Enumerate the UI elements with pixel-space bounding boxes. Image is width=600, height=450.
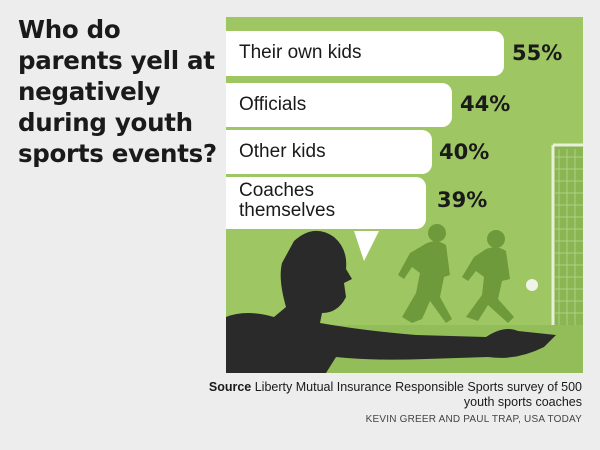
credit-line: KEVIN GREER AND PAUL TRAP, USA TODAY xyxy=(365,414,582,425)
yelling-man-silhouette-icon xyxy=(226,230,556,373)
category-label: Officials xyxy=(239,94,307,115)
category-label: Their own kids xyxy=(239,42,362,63)
source-text: Liberty Mutual Insurance Responsible Spo… xyxy=(254,380,582,409)
source-label: Source xyxy=(208,380,252,394)
source-note: Source Liberty Mutual Insurance Responsi… xyxy=(202,380,582,409)
players-silhouette-icon xyxy=(398,224,538,323)
value-label: 44% xyxy=(460,92,511,116)
goal-net-icon xyxy=(551,143,583,325)
value-label: 40% xyxy=(439,140,490,164)
speech-bubble-tail xyxy=(354,231,379,261)
bar-coaches-themselves: Coaches themselves xyxy=(226,177,426,229)
category-label: Coaches themselves xyxy=(239,180,336,221)
chart-title: Who do parents yell at negatively during… xyxy=(18,15,217,168)
value-label: 39% xyxy=(437,188,488,212)
bar-their-own-kids: Their own kids xyxy=(226,31,504,76)
bar-other-kids: Other kids xyxy=(226,130,432,174)
scene-illustration xyxy=(226,143,583,373)
bar-officials: Officials xyxy=(226,83,452,127)
value-label: 55% xyxy=(512,41,563,65)
category-label: Other kids xyxy=(239,141,326,162)
illustration-panel: Their own kids Officials Other kids Coac… xyxy=(226,17,583,373)
